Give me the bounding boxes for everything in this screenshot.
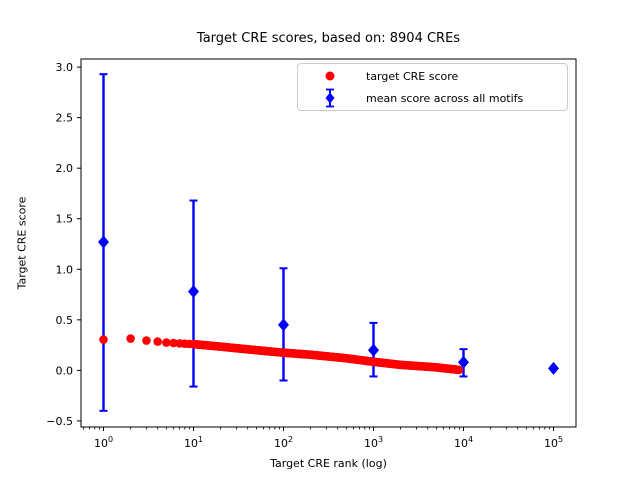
svg-text:1.0: 1.0 — [56, 263, 74, 276]
svg-text:105: 105 — [544, 435, 563, 450]
svg-text:2.0: 2.0 — [56, 162, 74, 175]
svg-text:101: 101 — [184, 435, 203, 450]
x-axis-label: Target CRE rank (log) — [270, 457, 387, 470]
svg-text:−0.5: −0.5 — [46, 415, 73, 428]
svg-text:3.0: 3.0 — [56, 61, 74, 74]
svg-text:104: 104 — [454, 435, 473, 450]
svg-text:2.5: 2.5 — [56, 112, 74, 125]
legend-label: mean score across all motifs — [366, 91, 524, 105]
red-circle-marker-icon — [313, 65, 347, 87]
legend: target CRE score mean score across all m… — [297, 63, 568, 111]
blue-diamond-errorbar-marker-icon — [313, 87, 347, 109]
svg-text:102: 102 — [274, 435, 293, 450]
svg-text:103: 103 — [364, 435, 383, 450]
svg-text:0.5: 0.5 — [56, 314, 74, 327]
legend-label: target CRE score — [366, 69, 459, 83]
svg-text:100: 100 — [94, 435, 113, 450]
svg-text:0.0: 0.0 — [56, 364, 74, 377]
svg-text:1.5: 1.5 — [56, 213, 74, 226]
legend-item-target-cre-score: target CRE score — [298, 65, 567, 87]
chart-title: Target CRE scores, based on: 8904 CREs — [196, 31, 461, 46]
legend-item-mean-score: mean score across all motifs — [298, 87, 567, 109]
